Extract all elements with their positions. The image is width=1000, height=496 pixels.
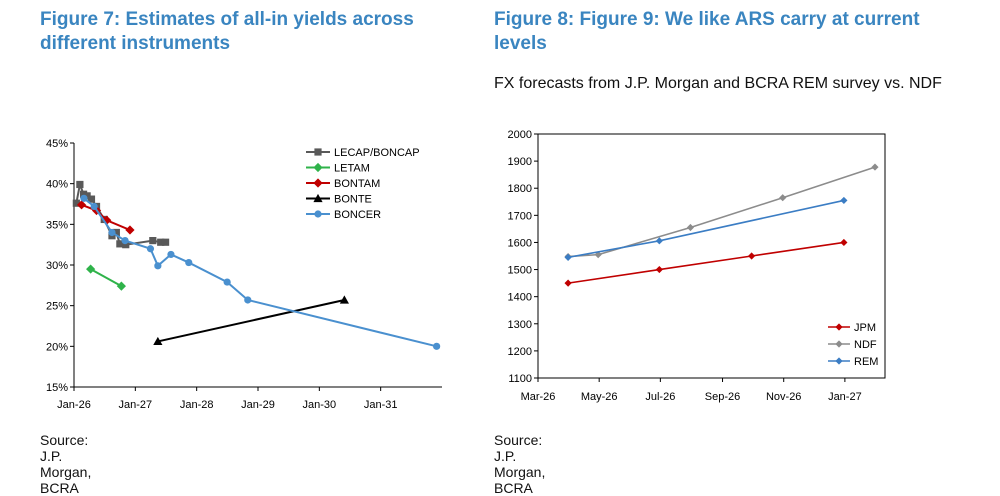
data-point	[564, 279, 572, 287]
y-tick-label: 25%	[46, 301, 68, 313]
data-point	[161, 238, 170, 246]
data-point	[76, 200, 87, 210]
data-point	[112, 228, 120, 237]
y-tick-label: 45%	[46, 138, 68, 150]
plot-frame	[537, 133, 886, 379]
figure-7-source: Source: J.P. Morgan, BCRA	[40, 432, 92, 496]
legend-marker	[314, 210, 322, 218]
series-line	[90, 268, 122, 288]
data-point	[146, 245, 155, 253]
data-point	[244, 296, 252, 304]
legend-marker	[835, 357, 843, 365]
figure-8-source: Source: J.P. Morgan, BCRA	[494, 432, 546, 496]
y-tick-label: 2000	[508, 129, 532, 141]
x-tick-label: Jul-26	[645, 391, 675, 403]
legend-marker	[313, 162, 323, 173]
y-tick-label: 35%	[46, 219, 68, 231]
legend-label: BONTAM	[334, 178, 380, 190]
figure-8-title: Figure 8: Figure 9: We like ARS carry at…	[494, 9, 920, 54]
y-tick-label: 1800	[508, 183, 532, 195]
data-point	[72, 199, 80, 207]
series-line	[83, 197, 437, 348]
data-point	[655, 265, 663, 274]
series-line	[81, 203, 131, 231]
y-tick-label: 15%	[46, 382, 68, 394]
data-point	[748, 252, 756, 260]
x-tick-label: Sep-26	[705, 391, 740, 403]
x-tick-label: Jan-31	[364, 399, 398, 411]
y-tick-label: 1200	[508, 346, 532, 358]
data-point	[564, 253, 572, 261]
data-point	[223, 278, 231, 286]
x-tick-label: Jan-26	[57, 399, 91, 411]
x-tick-label: Jan-30	[303, 399, 337, 411]
y-tick-label: 1500	[508, 265, 532, 277]
legend-label: LECAP/BONCAP	[334, 147, 420, 159]
legend-marker	[314, 148, 322, 156]
yield-chart: 15% 20% 25% 30% 35% 40% 45% Jan-26 Jan-27 Jan-28 J…	[46, 138, 442, 411]
figure-8-subtitle: FX forecasts from J.P. Morgan and BCRA R…	[494, 75, 942, 92]
x-tick-label: Jan-27	[828, 391, 862, 403]
data-point	[76, 180, 84, 189]
legend-marker	[313, 193, 323, 203]
data-point	[80, 194, 88, 202]
x-tick-label: Jan-29	[241, 399, 275, 411]
data-point	[154, 262, 162, 270]
x-tick-label: Nov-26	[766, 391, 801, 403]
data-point	[121, 237, 129, 245]
legend-label: JPM	[854, 322, 876, 334]
y-tick-label: 1600	[508, 237, 532, 249]
legend-label: BONCER	[334, 209, 381, 221]
y-tick-label: 30%	[46, 260, 68, 272]
data-point	[339, 295, 349, 304]
legend-marker	[835, 340, 843, 348]
data-point	[157, 238, 165, 246]
legend-label: LETAM	[334, 163, 370, 175]
data-point	[122, 241, 130, 249]
x-tick-label: May-26	[581, 391, 618, 403]
y-tick-label: 1900	[508, 156, 532, 168]
y-tick-label: 1400	[508, 292, 532, 304]
data-point	[779, 194, 787, 202]
data-point	[840, 196, 848, 205]
series-line	[157, 298, 345, 343]
data-point	[185, 258, 193, 267]
y-tick-label: 20%	[46, 341, 68, 353]
data-point	[871, 163, 879, 171]
data-point	[83, 192, 91, 200]
legend-marker	[835, 323, 843, 331]
figure-7-title: Figure 7: Estimates of all-in yields acr…	[40, 9, 414, 54]
legend-label: NDF	[854, 339, 877, 351]
legend-label: BONTE	[334, 194, 372, 206]
data-point	[116, 240, 124, 248]
data-point	[167, 250, 175, 259]
series-line	[567, 241, 844, 284]
data-point	[153, 336, 163, 346]
data-point	[433, 342, 441, 350]
data-point	[87, 195, 96, 203]
y-tick-label: 1100	[508, 373, 532, 385]
data-point	[125, 225, 135, 235]
fx-forecast-chart: 1100 1200 1300 1400 1500 1600 1700 1800 1900 2000…	[508, 129, 886, 403]
data-point	[655, 237, 663, 245]
data-point	[86, 264, 96, 274]
x-tick-label: Mar-26	[521, 391, 556, 403]
data-point	[116, 281, 126, 291]
x-tick-label: Jan-27	[119, 399, 153, 411]
data-point	[90, 202, 98, 211]
data-point	[149, 237, 157, 245]
y-tick-label: 1300	[508, 319, 532, 331]
series-line	[568, 166, 876, 258]
data-point	[108, 228, 116, 237]
x-tick-label: Jan-28	[180, 399, 214, 411]
data-point	[840, 238, 848, 247]
legend-label: REM	[854, 356, 878, 368]
y-tick-label: 40%	[46, 179, 68, 191]
data-point	[686, 223, 695, 232]
y-tick-label: 1700	[508, 210, 532, 222]
legend-marker	[313, 178, 323, 188]
